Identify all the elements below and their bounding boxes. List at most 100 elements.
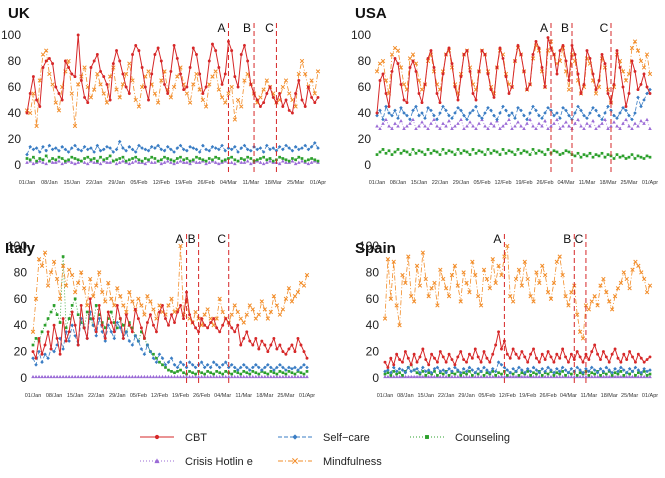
data-point <box>546 126 550 131</box>
data-point <box>615 49 619 53</box>
data-point <box>493 369 498 374</box>
data-point <box>552 149 556 153</box>
data-point <box>263 365 267 370</box>
x-tick-label: 01/Apr <box>642 180 658 186</box>
data-point <box>224 370 228 373</box>
panel-title: Italy <box>5 240 36 257</box>
data-point <box>99 69 102 73</box>
data-point <box>275 347 279 351</box>
data-point <box>473 347 477 351</box>
data-point <box>517 356 521 360</box>
data-point <box>546 372 550 376</box>
data-point <box>64 339 68 343</box>
data-point <box>127 92 131 95</box>
data-point <box>616 374 620 379</box>
data-point <box>420 111 424 115</box>
data-point <box>570 372 573 376</box>
data-point <box>200 371 203 375</box>
data-point <box>281 371 285 375</box>
data-point <box>499 272 504 278</box>
data-point <box>104 100 110 105</box>
data-point <box>383 374 387 379</box>
data-point <box>426 294 431 299</box>
legend-item: Self−care <box>278 432 370 444</box>
data-point <box>306 85 310 89</box>
data-point <box>558 116 562 120</box>
legend-item: Counseling <box>410 432 510 444</box>
data-point <box>405 113 409 118</box>
data-point <box>175 56 179 60</box>
data-point <box>83 157 86 160</box>
data-point <box>569 374 574 379</box>
data-point <box>148 374 153 379</box>
data-point <box>242 336 246 340</box>
y-tick-label: 60 <box>14 292 28 306</box>
data-point <box>142 312 147 317</box>
data-point <box>70 155 74 159</box>
data-point <box>615 116 619 120</box>
data-point <box>557 369 562 374</box>
data-point <box>235 309 240 315</box>
data-point <box>461 366 466 371</box>
data-point <box>529 374 532 377</box>
data-point <box>111 150 116 154</box>
data-point <box>46 330 50 334</box>
data-point <box>390 153 394 156</box>
data-point <box>391 259 396 264</box>
data-point <box>216 87 222 92</box>
data-point <box>35 159 38 163</box>
data-point <box>603 62 607 66</box>
data-point <box>213 146 218 150</box>
data-point <box>114 87 119 92</box>
data-point <box>248 339 252 343</box>
data-point <box>284 98 288 102</box>
data-point <box>53 100 58 105</box>
event-label: B <box>561 21 569 35</box>
data-point <box>43 343 47 347</box>
data-point <box>508 294 513 299</box>
data-point <box>203 323 207 327</box>
data-point <box>429 49 433 53</box>
data-point <box>152 352 155 356</box>
data-point <box>400 272 405 278</box>
data-point <box>462 371 465 375</box>
data-point <box>409 374 414 379</box>
data-point <box>637 371 640 375</box>
data-point <box>278 343 282 347</box>
data-point <box>383 360 387 364</box>
data-point <box>137 143 141 148</box>
data-point <box>449 272 455 278</box>
data-point <box>473 272 478 278</box>
data-point <box>426 126 430 131</box>
data-point <box>271 294 277 299</box>
data-point <box>511 347 515 351</box>
data-point <box>409 369 414 374</box>
data-point <box>378 108 382 113</box>
data-point <box>293 145 298 149</box>
data-point <box>299 58 305 64</box>
data-point <box>543 153 547 156</box>
data-point <box>89 146 93 150</box>
data-point <box>175 74 180 79</box>
data-point <box>143 157 147 160</box>
data-point <box>278 363 282 367</box>
data-point <box>456 98 460 102</box>
data-point <box>621 368 626 372</box>
data-point <box>417 113 421 118</box>
y-tick-label: 0 <box>364 158 371 172</box>
data-point <box>642 98 646 102</box>
data-point <box>432 66 436 69</box>
data-point <box>95 53 99 56</box>
data-point <box>33 296 39 301</box>
x-tick-label: 19/Feb <box>172 393 189 399</box>
legend-label: Crisis Hotlin e <box>185 456 253 468</box>
data-point <box>69 272 75 278</box>
data-point <box>287 146 292 150</box>
data-point <box>573 111 577 115</box>
data-point <box>386 368 390 372</box>
data-point <box>73 297 77 301</box>
data-point <box>182 88 186 92</box>
data-point <box>564 149 568 153</box>
x-tick-label: 26/Feb <box>540 393 557 399</box>
data-point <box>447 366 451 371</box>
